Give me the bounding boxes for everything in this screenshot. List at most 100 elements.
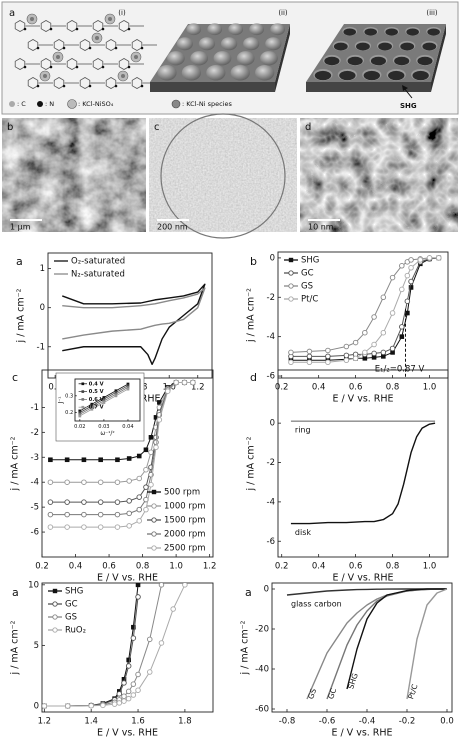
- x-tick-label: 0.6: [349, 383, 363, 393]
- scale-bar-label: 200 nm: [157, 223, 188, 232]
- x-tick-label: 1.0: [169, 562, 183, 572]
- molecule-ring: [27, 39, 39, 51]
- series-line: [44, 584, 139, 707]
- legend-marker: [81, 390, 85, 393]
- marker: [405, 310, 410, 316]
- y-tick-label: -60: [255, 705, 269, 715]
- y-tick-label: 0: [270, 419, 275, 429]
- legend-label: GS: [301, 282, 313, 292]
- marker: [157, 400, 162, 405]
- marker: [81, 511, 87, 518]
- plot-frame: [271, 582, 453, 713]
- marker: [81, 524, 87, 530]
- y-tick-label: -6: [31, 528, 39, 538]
- pore: [417, 56, 433, 66]
- pore: [412, 70, 429, 81]
- molecule-ring: [53, 39, 65, 51]
- series-line: [406, 588, 448, 700]
- pore: [363, 70, 380, 81]
- x-tick-label: 1.0: [423, 562, 437, 572]
- scale-bar-label: 10 nm: [308, 223, 334, 232]
- y-tick-label: 10: [28, 580, 39, 590]
- x-tick-label: 0.2: [275, 383, 289, 393]
- marker: [90, 402, 94, 406]
- y-tick-label: -4: [267, 497, 275, 507]
- legend-marker: [151, 531, 157, 537]
- marker: [136, 506, 142, 513]
- legend-label: 0.6 V: [89, 397, 104, 403]
- x-axis-title: E / V vs. RHE: [97, 728, 158, 739]
- x-tick-label: -0.6: [319, 717, 336, 727]
- legend-text: : C: [17, 100, 26, 108]
- marker: [121, 698, 127, 704]
- series-line: [290, 422, 436, 525]
- x-tick-label: 0.2: [275, 562, 289, 572]
- marker: [65, 703, 71, 709]
- marker: [170, 606, 176, 612]
- legend-marker: [288, 296, 294, 302]
- marker: [97, 511, 104, 518]
- atom-n: [140, 84, 144, 88]
- x-tick-label: 0.6: [102, 562, 116, 572]
- salt-core: [43, 74, 47, 78]
- marker: [97, 499, 104, 505]
- marker: [126, 498, 132, 504]
- marker: [399, 324, 405, 330]
- plot-frame: [277, 369, 449, 558]
- marker: [114, 479, 121, 485]
- marker: [126, 510, 132, 517]
- marker: [136, 453, 142, 459]
- marker: [362, 329, 368, 336]
- legend-label: SHG: [65, 587, 83, 597]
- marker: [90, 406, 94, 409]
- molecule-ring: [131, 77, 143, 89]
- marker: [42, 703, 48, 709]
- marker: [126, 657, 131, 663]
- marker: [426, 255, 433, 261]
- pore: [394, 56, 410, 66]
- marker: [48, 457, 53, 463]
- pore: [400, 42, 415, 51]
- legend-marker: [81, 405, 85, 409]
- atom-n: [62, 84, 66, 88]
- legend-label: 0.5 V: [89, 389, 104, 395]
- plot-frame: [41, 369, 214, 558]
- marker: [114, 511, 121, 518]
- legend-marker: [52, 627, 58, 633]
- x-tick-label: 1.8: [178, 717, 192, 727]
- marker: [47, 479, 54, 485]
- curve-label: disk: [295, 528, 311, 537]
- legend-marker: [288, 283, 294, 289]
- y-tick-label: 0: [264, 585, 269, 595]
- marker: [126, 456, 132, 461]
- marker: [164, 388, 171, 394]
- marker: [47, 511, 54, 518]
- marker: [114, 389, 118, 393]
- marker: [380, 294, 387, 301]
- x-tick-label: -0.8: [279, 717, 296, 727]
- marker: [362, 356, 368, 361]
- atom-n: [88, 46, 92, 50]
- arrow-label: SHG: [400, 102, 417, 110]
- legend-ni: [171, 99, 181, 109]
- pore: [314, 70, 332, 81]
- atom-n: [140, 46, 144, 50]
- sheet-edge: [160, 113, 286, 239]
- plot-area: [290, 420, 436, 525]
- x-tick-label: 0.4: [69, 562, 83, 572]
- panel-label: a: [12, 586, 19, 599]
- pore: [427, 28, 440, 36]
- panel-label: c: [12, 371, 18, 384]
- marker: [325, 359, 331, 366]
- marker: [102, 396, 106, 399]
- hemisphere: [249, 23, 265, 36]
- hemisphere: [198, 37, 216, 51]
- y-tick-label: -3: [31, 453, 39, 463]
- y-tick-label: -6: [267, 372, 275, 382]
- marker: [102, 397, 106, 401]
- marker: [81, 457, 87, 463]
- marker: [126, 384, 130, 388]
- atom-n: [114, 46, 118, 50]
- slab-side: [275, 24, 290, 92]
- marker: [371, 350, 377, 357]
